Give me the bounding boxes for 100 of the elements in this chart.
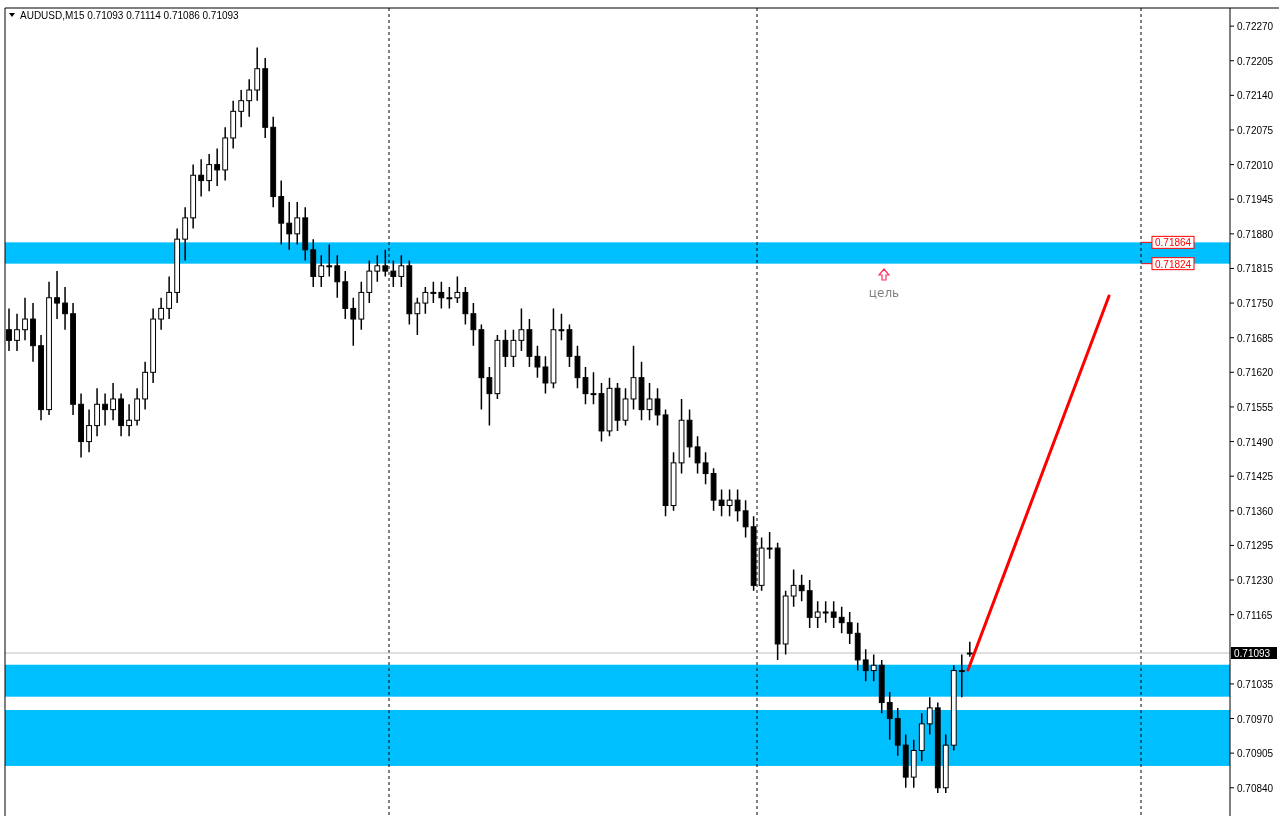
candlestick — [46, 281, 52, 416]
candlestick — [230, 99, 237, 150]
y-tick-label: 0.71750 — [1237, 298, 1274, 310]
candlestick — [686, 408, 693, 459]
candlestick — [62, 286, 68, 331]
candlestick — [30, 302, 36, 363]
candlestick — [142, 360, 149, 411]
candlestick — [366, 259, 373, 304]
candlestick — [110, 382, 116, 422]
candlestick — [894, 707, 901, 757]
candlestick — [38, 334, 44, 422]
candlestick — [694, 435, 701, 475]
candlestick — [222, 126, 229, 182]
candlestick — [726, 488, 733, 517]
candlestick — [502, 328, 509, 368]
candlestick — [70, 302, 76, 416]
candlestick — [534, 344, 541, 379]
y-tick-label: 0.71230 — [1237, 575, 1274, 587]
candlestick — [86, 408, 92, 453]
candlestick — [790, 568, 797, 608]
candlestick — [486, 366, 493, 427]
candlestick — [334, 254, 341, 299]
y-tick-label: 0.72010 — [1237, 159, 1274, 171]
candlestick — [102, 392, 108, 427]
candlestick — [918, 712, 925, 762]
candlestick — [702, 451, 709, 485]
candlestick — [926, 696, 933, 736]
y-tick-label: 0.70840 — [1237, 782, 1274, 794]
candlestick — [182, 206, 189, 262]
candlestick — [822, 600, 829, 624]
candlestick — [382, 249, 389, 278]
candlestick — [910, 739, 917, 789]
y-tick-label: 0.71490 — [1237, 436, 1274, 448]
y-tick-label: 0.71555 — [1237, 401, 1274, 413]
candlestick — [510, 328, 517, 368]
candlestick — [166, 275, 173, 320]
candlestick — [470, 302, 477, 347]
y-tick-label: 0.71165 — [1237, 609, 1273, 621]
candlestick — [550, 307, 557, 390]
candlestick — [430, 281, 437, 304]
ref-line-label: 0.71864 — [1155, 237, 1192, 249]
candlestick — [526, 318, 533, 368]
candlestick — [270, 115, 277, 208]
candlestick — [22, 297, 28, 342]
candlestick — [174, 227, 181, 304]
candlestick — [438, 281, 445, 310]
y-tick-label: 0.71685 — [1237, 332, 1274, 344]
candlestick — [454, 275, 461, 304]
candlestick — [518, 307, 525, 352]
y-tick-label: 0.72270 — [1237, 21, 1274, 33]
candlestick — [238, 89, 245, 129]
candlestick — [118, 392, 124, 437]
candlestick — [350, 297, 357, 347]
candlestick — [326, 243, 333, 278]
candlestick — [150, 307, 157, 384]
candlestick — [966, 641, 973, 658]
candlestick — [278, 179, 285, 246]
candlestick — [14, 312, 20, 352]
candlestick — [94, 387, 100, 437]
candlestick — [774, 542, 781, 661]
candlestick — [734, 488, 741, 523]
candlestick — [214, 147, 221, 187]
y-tick-label: 0.72140 — [1237, 90, 1274, 102]
y-tick-label: 0.71815 — [1237, 263, 1274, 275]
candlestick — [886, 691, 893, 741]
candlestick — [158, 297, 165, 331]
candlestick — [246, 78, 253, 118]
candlestick — [766, 531, 773, 560]
candlestick — [942, 733, 949, 794]
candlestick — [318, 254, 325, 288]
y-tick-label: 0.71945 — [1237, 194, 1274, 206]
candlestick — [806, 579, 813, 629]
candlestick — [870, 653, 877, 682]
candlestick — [190, 163, 197, 230]
candlestick — [390, 259, 397, 288]
candlestick — [134, 387, 141, 427]
candlestick — [838, 605, 845, 635]
y-tick-label: 0.71880 — [1237, 228, 1274, 240]
candlestick — [742, 499, 749, 539]
candlestick — [478, 323, 485, 411]
annotation: цель — [868, 286, 900, 300]
y-tick-label: 0.71295 — [1237, 540, 1274, 552]
candlestick — [254, 46, 261, 102]
ref-line-label: 0.71093 — [1234, 648, 1271, 660]
candlestick — [342, 270, 349, 320]
candlestick — [830, 600, 837, 629]
candlestick — [358, 281, 365, 331]
candlestick — [206, 153, 213, 192]
candlestick — [302, 206, 309, 262]
candlestick — [950, 664, 957, 752]
candlestick — [310, 238, 317, 288]
y-tick-label: 0.72075 — [1237, 124, 1274, 136]
y-tick-label: 0.70970 — [1237, 713, 1274, 725]
candlestick — [54, 270, 60, 320]
candlestick — [198, 158, 205, 198]
candlestick — [78, 392, 84, 459]
y-tick-label: 0.71035 — [1237, 678, 1274, 690]
candlestick — [286, 201, 293, 251]
candlestick — [374, 254, 381, 283]
candlestick — [934, 701, 941, 794]
